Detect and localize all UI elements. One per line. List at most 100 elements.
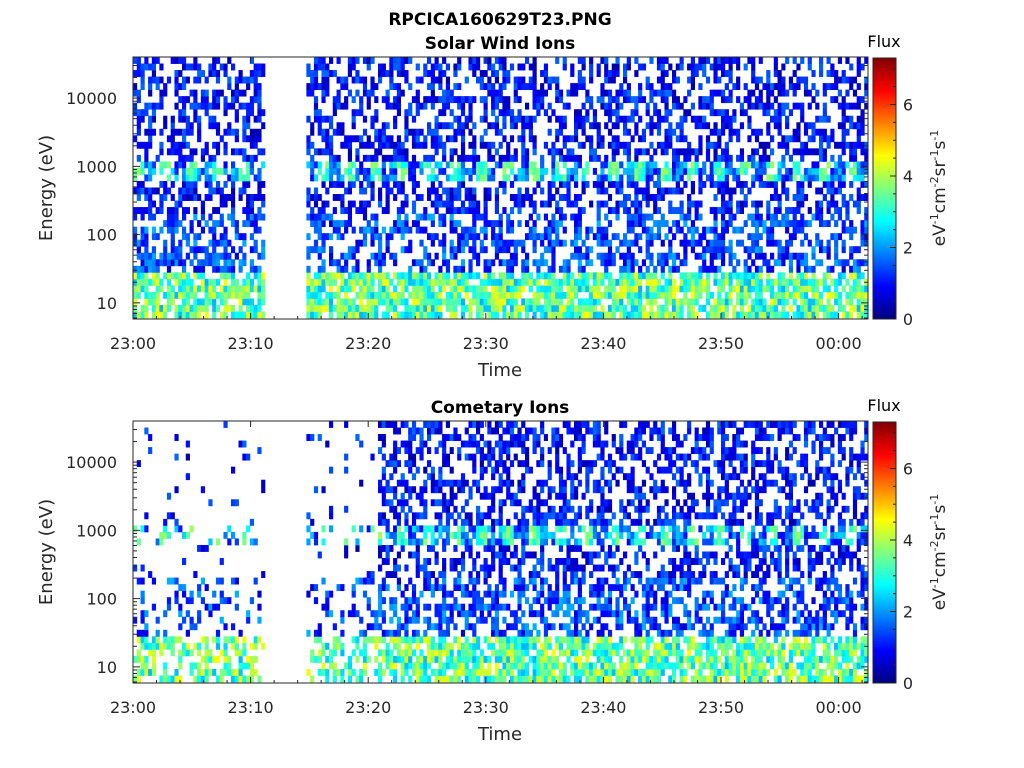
heatmap-cell [498, 180, 503, 188]
heatmap-cell [743, 298, 748, 306]
heatmap-cell [555, 174, 560, 182]
heatmap-cell [215, 76, 221, 84]
heatmap-cell [344, 453, 349, 461]
heatmap-cell [159, 148, 164, 156]
heatmap-cell [404, 148, 409, 156]
heatmap-cell [366, 226, 371, 234]
heatmap-cell [687, 272, 692, 280]
heatmap-cell [596, 207, 601, 214]
heatmap-cell [528, 272, 533, 280]
heatmap-cell [381, 544, 386, 552]
heatmap-cell [494, 128, 500, 136]
heatmap-cell [457, 102, 462, 110]
heatmap-cell [815, 285, 820, 293]
heatmap-cell [362, 655, 368, 663]
heatmap-cell [551, 174, 556, 182]
heatmap-cell [521, 272, 526, 280]
heatmap-cell [208, 538, 213, 546]
heatmap-cell [600, 161, 605, 169]
heatmap-cell [502, 135, 507, 143]
heatmap-cell [819, 115, 824, 123]
heatmap-cell [400, 187, 405, 195]
heatmap-cell [438, 180, 443, 188]
heatmap-cell [178, 259, 183, 267]
heatmap-cell [562, 291, 567, 299]
heatmap-cell [344, 505, 349, 513]
heatmap-cell [754, 265, 760, 273]
heatmap-cell [148, 194, 153, 201]
heatmap-cell [366, 577, 371, 585]
heatmap-cell [525, 167, 530, 175]
heatmap-cell [347, 298, 353, 306]
heatmap-cell [306, 590, 311, 598]
heatmap-cell [679, 207, 684, 214]
heatmap-cell [743, 272, 748, 280]
heatmap-cell [385, 291, 390, 299]
heatmap-cell [487, 76, 492, 84]
heatmap-cell [536, 213, 541, 221]
heatmap-cell [724, 291, 729, 299]
heatmap-cell [427, 278, 432, 286]
heatmap-cell [811, 272, 816, 280]
heatmap-cell [800, 154, 805, 162]
heatmap-cell [151, 252, 157, 260]
heatmap-cell [140, 278, 145, 286]
heatmap-cell [238, 167, 243, 175]
heatmap-cell [513, 148, 518, 156]
heatmap-cell [781, 220, 786, 228]
heatmap-cell [721, 278, 726, 286]
heatmap-cell [619, 239, 624, 247]
heatmap-cell [442, 102, 447, 110]
heatmap-cell [713, 122, 718, 130]
heatmap-cell [785, 141, 790, 149]
heatmap-cell [178, 304, 183, 312]
heatmap-cell [491, 226, 496, 234]
heatmap-cell [649, 194, 654, 201]
heatmap-cell [766, 226, 771, 234]
heatmap-cell [623, 207, 628, 214]
heatmap-cell [197, 167, 202, 175]
heatmap-cell [849, 76, 854, 84]
heatmap-cell [238, 649, 243, 657]
heatmap-cell [815, 291, 820, 299]
heatmap-cell [513, 89, 518, 97]
heatmap-cell [630, 259, 635, 267]
heatmap-cell [807, 285, 812, 293]
heatmap-cell [532, 226, 537, 234]
heatmap-cell [332, 128, 337, 136]
heatmap-cell [389, 252, 394, 260]
heatmap-cell [788, 109, 794, 117]
heatmap-cell [242, 174, 247, 182]
heatmap-cell [393, 291, 398, 299]
heatmap-cell [393, 141, 398, 149]
heatmap-cell [197, 102, 202, 110]
heatmap-cell [562, 180, 567, 188]
heatmap-cell [396, 83, 402, 91]
heatmap-cell [219, 616, 224, 624]
heatmap-cell [589, 311, 594, 319]
heatmap-cell [860, 311, 865, 319]
heatmap-cell [747, 154, 752, 162]
heatmap-cell [419, 265, 424, 273]
heatmap-cell [611, 109, 616, 117]
heatmap-cell [246, 76, 251, 84]
heatmap-cell [313, 102, 319, 110]
heatmap-cell [483, 70, 488, 77]
figure-title: RPCICA160629T23.PNG [388, 10, 611, 30]
heatmap-cell [476, 174, 481, 182]
heatmap-cell [223, 291, 228, 299]
heatmap-cell [766, 233, 771, 241]
heatmap-cell [400, 649, 405, 657]
heatmap-cell [819, 304, 824, 312]
heatmap-cell [415, 213, 420, 221]
heatmap-cell [193, 167, 198, 175]
heatmap-cell [449, 122, 454, 130]
heatmap-cell [739, 272, 745, 280]
heatmap-cell [653, 102, 658, 110]
heatmap-cell [306, 89, 311, 97]
heatmap-cell [721, 89, 726, 97]
heatmap-cell [589, 291, 594, 299]
heatmap-cell [615, 278, 620, 286]
heatmap-cell [837, 174, 843, 182]
heatmap-cell [317, 298, 322, 306]
